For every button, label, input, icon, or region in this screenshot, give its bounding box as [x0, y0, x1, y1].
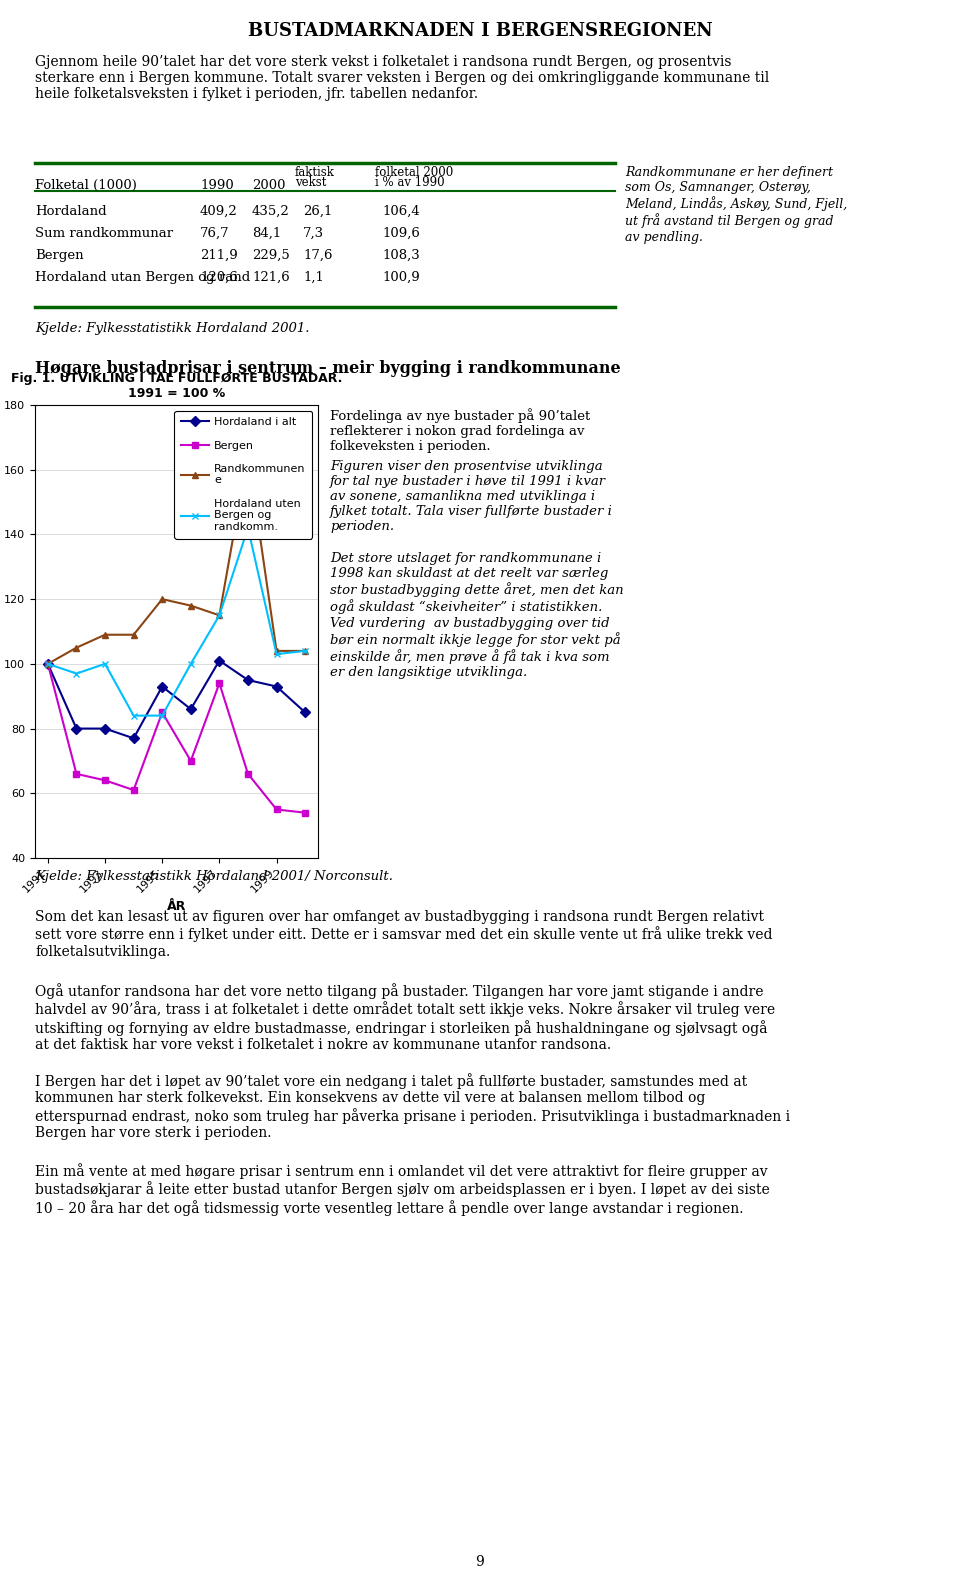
Text: BUSTADMARKNADEN I BERGENSREGIONEN: BUSTADMARKNADEN I BERGENSREGIONEN: [248, 22, 712, 40]
Text: Som det kan lesast ut av figuren over har omfanget av bustadbygging i randsona r: Som det kan lesast ut av figuren over ha…: [35, 910, 773, 959]
Text: 409,2: 409,2: [200, 205, 238, 218]
Text: Sum randkommunar: Sum randkommunar: [35, 228, 173, 240]
Text: Figuren viser den prosentvise utviklinga
for tal nye bustader i høve til 1991 i : Figuren viser den prosentvise utviklinga…: [330, 460, 612, 532]
Text: 1990: 1990: [200, 179, 233, 193]
Legend: Hordaland i alt, Bergen, Randkommunen
e, Hordaland uten
Bergen og
randkomm.: Hordaland i alt, Bergen, Randkommunen e,…: [175, 411, 312, 539]
Text: 100,9: 100,9: [382, 272, 420, 284]
Text: vekst: vekst: [295, 175, 326, 190]
Text: 2000: 2000: [252, 179, 285, 193]
Text: 229,5: 229,5: [252, 250, 290, 262]
Text: 1,1: 1,1: [303, 272, 324, 284]
X-axis label: ÅR: ÅR: [167, 901, 186, 913]
Text: Fordelinga av nye bustader på 90’talet
reflekterer i nokon grad fordelinga av
fo: Fordelinga av nye bustader på 90’talet r…: [330, 408, 590, 453]
Text: 17,6: 17,6: [303, 250, 332, 262]
Text: folketal 2000: folketal 2000: [375, 166, 453, 179]
Text: 120,6: 120,6: [200, 272, 238, 284]
Text: Hordaland utan Bergen og rand: Hordaland utan Bergen og rand: [35, 272, 251, 284]
Text: Randkommunane er her definert
som Os, Samnanger, Osterøy,
Meland, Lindås, Askøy,: Randkommunane er her definert som Os, Sa…: [625, 166, 848, 243]
Text: 7,3: 7,3: [303, 228, 324, 240]
Text: 121,6: 121,6: [252, 272, 290, 284]
Text: 9: 9: [475, 1555, 485, 1569]
Text: I Bergen har det i løpet av 90’talet vore ein nedgang i talet på fullførte busta: I Bergen har det i løpet av 90’talet vor…: [35, 1073, 790, 1139]
Text: Ogå utanfor randsona har det vore netto tilgang på bustader. Tilgangen har vore : Ogå utanfor randsona har det vore netto …: [35, 983, 775, 1052]
Text: Kjelde: Fylkesstatistikk Hordaland 2001.: Kjelde: Fylkesstatistikk Hordaland 2001.: [35, 322, 309, 335]
Text: 106,4: 106,4: [382, 205, 420, 218]
Text: Kjelde: Fylkesstatistikk Hordaland 2001/ Norconsult.: Kjelde: Fylkesstatistikk Hordaland 2001/…: [35, 871, 393, 883]
Text: Høgare bustadprisar i sentrum – meir bygging i randkommunane: Høgare bustadprisar i sentrum – meir byg…: [35, 360, 620, 378]
Text: faktisk: faktisk: [295, 166, 335, 179]
Text: Folketal (1000): Folketal (1000): [35, 179, 137, 193]
Text: Det store utslaget for randkommunane i
1998 kan skuldast at det reelt var særleg: Det store utslaget for randkommunane i 1…: [330, 551, 624, 679]
Text: i % av 1990: i % av 1990: [375, 175, 444, 190]
Text: 26,1: 26,1: [303, 205, 332, 218]
Text: 211,9: 211,9: [200, 250, 238, 262]
Text: 435,2: 435,2: [252, 205, 290, 218]
Text: Hordaland: Hordaland: [35, 205, 107, 218]
Text: Bergen: Bergen: [35, 250, 84, 262]
Text: 108,3: 108,3: [382, 250, 420, 262]
Text: 84,1: 84,1: [252, 228, 281, 240]
Text: Gjennom heile 90’talet har det vore sterk vekst i folketalet i randsona rundt Be: Gjennom heile 90’talet har det vore ster…: [35, 55, 769, 101]
Text: 109,6: 109,6: [382, 228, 420, 240]
Title: Fig. 1. UTVIKLING I TAL FULLFØRTE BUSTADAR.
1991 = 100 %: Fig. 1. UTVIKLING I TAL FULLFØRTE BUSTAD…: [11, 371, 342, 400]
Text: Ein må vente at med høgare prisar i sentrum enn i omlandet vil det vere attrakti: Ein må vente at med høgare prisar i sent…: [35, 1163, 770, 1215]
Text: 76,7: 76,7: [200, 228, 229, 240]
